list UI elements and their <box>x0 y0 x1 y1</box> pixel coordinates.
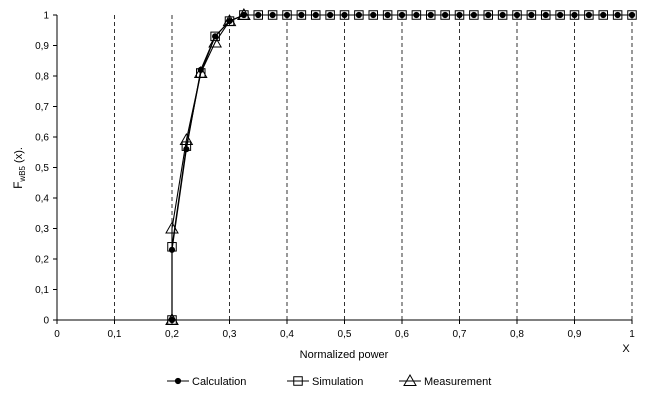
calculation-point <box>442 11 449 19</box>
simulation-point <box>210 31 220 42</box>
x-axis-title: Normalized power <box>300 349 389 361</box>
y-tick-label: 0,8 <box>35 72 49 83</box>
calculation-point <box>298 11 305 19</box>
y-tick-label: 0,9 <box>35 41 49 52</box>
legend-label: Calculation <box>192 376 246 388</box>
legend-item-measurement: Measurement <box>399 373 491 388</box>
simulation-point <box>293 376 303 386</box>
y-tick-label: 0,1 <box>35 285 49 296</box>
legend-item-calculation: Calculation <box>167 376 246 388</box>
y-tick-label: 0,6 <box>35 133 49 144</box>
calculation-point <box>255 11 262 19</box>
x-tick-label: 0,2 <box>165 329 179 340</box>
calculation-point <box>240 11 247 19</box>
series-measurement <box>165 7 251 325</box>
y-ticks: 0 0,1 0,2 0,3 0,4 0,5 0,6 0,7 0,8 0,9 1 <box>35 11 57 327</box>
calculation-point <box>585 11 592 19</box>
legend-label: Measurement <box>424 376 491 388</box>
y-tick-label: 0,2 <box>35 255 49 266</box>
calculation-point <box>571 11 578 19</box>
calculation-point <box>499 11 506 19</box>
x-tick-label: 0,6 <box>395 329 409 340</box>
legend: Calculation Simulation Measurement <box>167 373 491 388</box>
legend-label: Simulation <box>312 376 363 388</box>
calculation-point <box>312 11 319 19</box>
calculation-point <box>174 377 182 385</box>
calculation-point <box>485 11 492 19</box>
calculation-point <box>183 146 190 153</box>
vertical-gridlines <box>114 15 633 320</box>
calculation-point <box>370 11 377 19</box>
calculation-point <box>212 33 219 40</box>
calculation-point <box>197 66 204 74</box>
calculation-point <box>283 11 291 19</box>
simulation-point <box>224 16 235 26</box>
calculation-point <box>557 11 564 19</box>
x-ticks: 0 0,1 0,2 0,3 0,4 0,5 0,6 0,7 0,8 0,9 1 <box>54 320 635 340</box>
calculation-point <box>528 11 535 19</box>
calculation-point <box>341 11 348 19</box>
y-axis-title: FwB5 (x). <box>11 147 27 189</box>
calculation-point <box>168 246 176 253</box>
series-line <box>171 14 632 320</box>
measurement-point <box>403 373 417 386</box>
x-tick-label: 0,4 <box>280 329 294 340</box>
y-tick-label: 0,7 <box>35 102 49 113</box>
calculation-point <box>398 11 406 19</box>
calculation-point <box>614 11 621 19</box>
measurement-point <box>208 35 222 48</box>
calculation-point <box>269 11 276 19</box>
calculation-point <box>413 11 420 19</box>
calculation-point <box>628 11 636 19</box>
y-tick-label: 0,5 <box>35 163 49 174</box>
calculation-point <box>327 11 334 19</box>
calculation-point <box>470 11 477 19</box>
calculation-point <box>542 11 549 19</box>
y-tick-label: 0 <box>43 316 49 327</box>
x-axis-symbol: X <box>622 343 630 355</box>
calculation-point <box>600 11 607 19</box>
x-tick-label: 0 <box>54 329 60 340</box>
x-tick-label: 1 <box>629 329 635 340</box>
y-tick-label: 0,3 <box>35 224 49 235</box>
calculation-point <box>456 11 463 19</box>
x-tick-label: 0,3 <box>223 329 237 340</box>
x-tick-label: 0,9 <box>568 329 582 340</box>
series-group <box>165 7 637 325</box>
calculation-point <box>168 316 176 324</box>
x-tick-label: 0,5 <box>338 329 352 340</box>
y-tick-label: 1 <box>43 11 49 22</box>
calculation-point <box>513 11 521 19</box>
series-calculation <box>168 11 636 324</box>
calculation-point <box>226 18 233 25</box>
y-tick-label: 0,4 <box>35 194 49 205</box>
calculation-point <box>384 11 391 19</box>
calculation-point <box>355 11 362 19</box>
x-tick-label: 0,7 <box>453 329 467 340</box>
calculation-point <box>427 11 434 19</box>
legend-item-simulation: Simulation <box>287 376 363 388</box>
x-tick-label: 0,1 <box>108 329 122 340</box>
x-tick-label: 0,8 <box>510 329 524 340</box>
